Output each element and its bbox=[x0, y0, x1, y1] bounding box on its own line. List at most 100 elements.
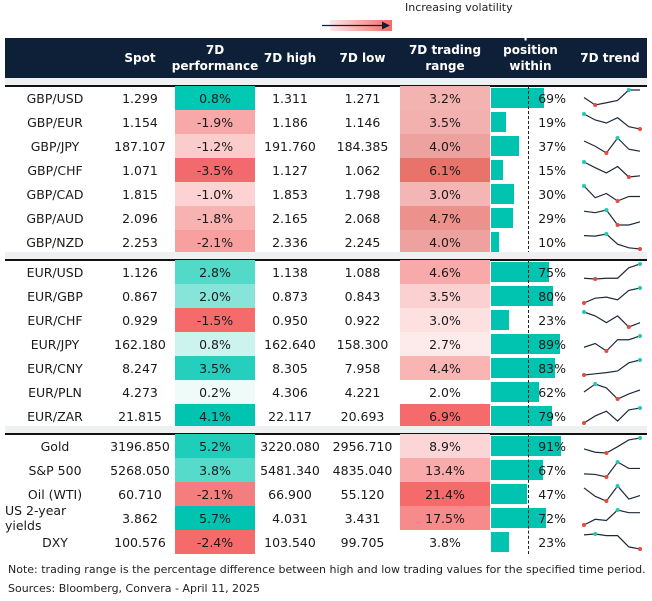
trend-min-point bbox=[582, 421, 586, 425]
low-value: 2.068 bbox=[344, 210, 381, 226]
trend-max-point bbox=[593, 532, 598, 536]
instrument-name: GBP/AUD bbox=[26, 210, 84, 226]
low-value: 20.693 bbox=[340, 408, 385, 424]
trading-range-cell: 3.5% bbox=[400, 284, 490, 308]
trend-max-point bbox=[638, 262, 642, 266]
low-value: 99.705 bbox=[340, 534, 385, 550]
trend-min-point bbox=[626, 175, 631, 179]
trend-sparkline bbox=[583, 208, 641, 227]
trading-range-cell: 6.9% bbox=[400, 404, 490, 428]
position-bar bbox=[491, 532, 509, 552]
trading-range-cell: 4.4% bbox=[400, 356, 490, 380]
trend-sparkline bbox=[582, 286, 642, 305]
trend-min-point bbox=[604, 349, 609, 353]
trend-min-point bbox=[615, 199, 620, 203]
table-row: EUR/CHF 0.929 -1.5% 0.950 0.922 3.0% 23% bbox=[5, 308, 647, 332]
trend-line bbox=[583, 185, 640, 202]
trading-range-cell: 17.5% bbox=[400, 506, 490, 530]
trend-max-point bbox=[638, 406, 642, 410]
instrument-name: GBP/EUR bbox=[27, 114, 83, 130]
spot-value: 1.815 bbox=[122, 186, 158, 202]
performance-cell: -2.1% bbox=[175, 482, 255, 506]
performance-cell: 0.8% bbox=[175, 332, 255, 356]
instrument-name: S&P 500 bbox=[28, 462, 82, 478]
group-separator bbox=[5, 252, 647, 260]
trend-min-point bbox=[593, 277, 598, 281]
trend-line bbox=[583, 509, 640, 526]
trading-range-cell: 2.0% bbox=[400, 380, 490, 404]
position-percent: 10% bbox=[538, 234, 566, 250]
spot-value: 1.154 bbox=[122, 114, 158, 130]
trend-line bbox=[583, 383, 641, 400]
position-percent: 89% bbox=[538, 336, 566, 352]
spot-value: 187.107 bbox=[114, 138, 166, 154]
trend-line bbox=[583, 137, 641, 154]
trend-line bbox=[583, 209, 641, 226]
trend-line bbox=[583, 113, 641, 130]
trend-min-point bbox=[604, 151, 609, 155]
trend-min-point bbox=[604, 475, 609, 479]
instrument-name: EUR/USD bbox=[26, 264, 84, 280]
instrument-name: Oil (WTI) bbox=[27, 486, 83, 502]
table-row: Gold 3196.850 5.2% 3220.080 2956.710 8.9% 91% bbox=[5, 434, 647, 458]
instrument-name: EUR/ZAR bbox=[27, 408, 83, 424]
trend-line bbox=[583, 287, 641, 304]
performance-cell: 5.2% bbox=[175, 434, 255, 458]
spot-value: 3.862 bbox=[122, 510, 158, 526]
trend-max-point bbox=[604, 232, 609, 236]
high-value: 0.873 bbox=[272, 288, 308, 304]
group-rule bbox=[5, 433, 647, 435]
trend-sparkline bbox=[583, 382, 641, 401]
position-percent: 62% bbox=[538, 384, 566, 400]
group-separator bbox=[5, 426, 647, 434]
trend-max-point bbox=[638, 334, 642, 338]
high-value: 191.760 bbox=[264, 138, 316, 154]
low-value: 184.385 bbox=[336, 138, 389, 154]
position-percent: 29% bbox=[538, 210, 566, 226]
trend-line bbox=[583, 263, 641, 280]
table-row: GBP/AUD 2.096 -1.8% 2.165 2.068 4.7% 29% bbox=[5, 206, 647, 230]
position-bar bbox=[491, 334, 560, 354]
high-value: 2.336 bbox=[272, 234, 308, 250]
trend-max-point bbox=[615, 484, 620, 488]
instrument-name: EUR/PLN bbox=[28, 384, 82, 400]
performance-cell: 3.8% bbox=[175, 458, 255, 482]
instrument-name: EUR/CHF bbox=[27, 312, 83, 328]
trend-line bbox=[583, 533, 641, 550]
trend-min-point bbox=[615, 223, 620, 227]
header-range: 7D trading range bbox=[408, 43, 482, 73]
trading-range-cell: 3.2% bbox=[400, 86, 490, 110]
trading-range-cell: 4.0% bbox=[400, 134, 490, 158]
position-percent: 67% bbox=[538, 462, 566, 478]
footnote: Note: trading range is the percentage di… bbox=[8, 563, 646, 576]
trend-line bbox=[583, 89, 640, 106]
trend-line bbox=[583, 311, 641, 328]
volatility-arrow-icon bbox=[322, 20, 392, 31]
position-percent: 75% bbox=[538, 264, 566, 280]
trend-min-point bbox=[604, 451, 609, 455]
high-value: 4.306 bbox=[272, 384, 308, 400]
trading-range-cell: 6.1% bbox=[400, 158, 490, 182]
position-percent: 30% bbox=[538, 186, 566, 202]
group-rule bbox=[5, 259, 647, 261]
trend-max-point bbox=[638, 436, 642, 440]
low-value: 0.922 bbox=[344, 312, 381, 328]
midpoint-line bbox=[528, 434, 529, 554]
table-row: EUR/GBP 0.867 2.0% 0.873 0.843 3.5% 80% bbox=[5, 284, 647, 308]
table-row: GBP/CHF 1.071 -3.5% 1.127 1.062 6.1% 15% bbox=[5, 158, 647, 182]
high-value: 103.540 bbox=[264, 534, 316, 550]
spot-value: 1.071 bbox=[122, 162, 158, 178]
trend-line bbox=[583, 359, 641, 376]
trend-max-point bbox=[593, 382, 598, 386]
high-value: 1.853 bbox=[272, 186, 308, 202]
low-value: 4.221 bbox=[344, 384, 381, 400]
trend-max-point bbox=[604, 208, 609, 212]
low-value: 4835.040 bbox=[332, 462, 393, 478]
position-bar bbox=[491, 136, 520, 156]
trading-range-cell: 4.0% bbox=[400, 230, 490, 254]
spot-value: 4.273 bbox=[122, 384, 158, 400]
header-spot: Spot bbox=[124, 51, 156, 65]
instrument-name: EUR/CNY bbox=[27, 360, 83, 376]
performance-cell: 5.7% bbox=[175, 506, 255, 530]
group-rule bbox=[5, 85, 647, 87]
